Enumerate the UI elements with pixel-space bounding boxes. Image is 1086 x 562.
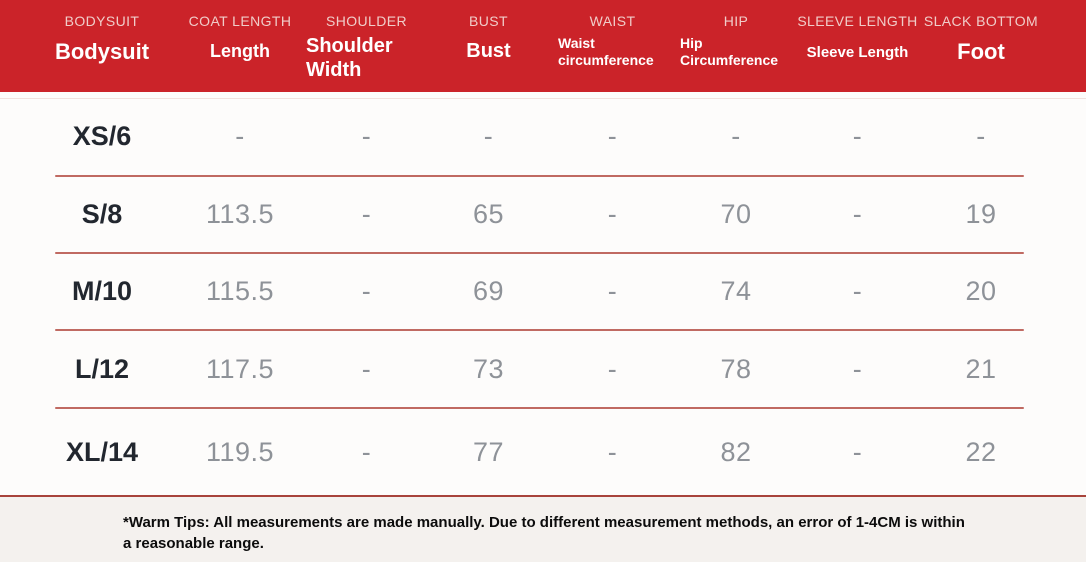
value-cell: - — [361, 121, 372, 151]
value-cell: - — [607, 436, 618, 467]
header-cap-shoulder: SHOULDER — [326, 13, 407, 29]
value-cell: 78 — [720, 353, 752, 384]
value-cell: - — [852, 199, 863, 229]
warm-tips-note: *Warm Tips: All measurements are made ma… — [123, 514, 965, 552]
table-row-m10: M/10 115.5 - 69 - 74 - 20 — [0, 254, 1086, 329]
value-cell: - — [361, 276, 372, 306]
value-cell: 65 — [472, 199, 505, 229]
header-cap-slack-bottom: SLACK BOTTOM — [923, 13, 1039, 29]
header-label-foot: Foot — [957, 39, 1005, 64]
value-cell: 74 — [720, 276, 752, 306]
value-cell: - — [607, 353, 618, 384]
value-cell: - — [607, 276, 618, 306]
value-cell: - — [852, 121, 863, 151]
value-cell: 70 — [720, 199, 752, 229]
header-col-shoulder: SHOULDER Shoulder Width — [306, 0, 427, 92]
size-cell: XL/14 — [65, 436, 139, 467]
header-label-length: Length — [210, 41, 270, 61]
value-cell: - — [361, 199, 372, 229]
header-col-bodysuit: BODYSUIT Bodysuit — [0, 0, 174, 92]
value-cell: 19 — [965, 199, 997, 229]
value-cell: - — [852, 276, 863, 306]
header-col-sleeve-length: SLEEVE LENGTH Sleeve Length — [797, 0, 918, 92]
header-label-sleeve-length: Sleeve Length — [806, 44, 909, 61]
size-chart-header: BODYSUIT Bodysuit COAT LENGTH Length SHO… — [0, 0, 1086, 92]
row-divider — [55, 329, 1024, 331]
value-cell: - — [852, 353, 863, 384]
value-cell: 119.5 — [205, 436, 275, 467]
value-cell: - — [483, 121, 494, 151]
header-label-bust: Bust — [466, 40, 511, 62]
header-label-hip-circumference: Hip Circumference — [680, 35, 779, 68]
row-divider — [55, 252, 1024, 254]
value-cell: 113.5 — [205, 199, 275, 229]
header-label-waist-circumference: Waist circumference — [558, 35, 654, 68]
size-cell: XS/6 — [72, 121, 132, 151]
header-label-shoulder-width: Shoulder Width — [306, 35, 393, 81]
size-chart-body: XS/6 - - - - - - - S/8 113.5 - 65 - 70 -… — [0, 92, 1086, 495]
value-cell: 82 — [720, 436, 752, 467]
header-col-bust: BUST Bust — [427, 0, 550, 92]
value-cell: 21 — [965, 353, 997, 384]
table-row-xl14: XL/14 119.5 - 77 - 82 - 22 — [0, 409, 1086, 495]
header-cap-waist: WAIST — [589, 13, 636, 29]
value-cell: 69 — [472, 276, 505, 306]
value-cell: - — [607, 199, 618, 229]
value-cell: - — [361, 353, 372, 384]
value-cell: 20 — [965, 276, 997, 306]
value-cell: - — [976, 121, 986, 151]
header-cap-hip: HIP — [723, 13, 749, 29]
header-cap-sleeve-length: SLEEVE LENGTH — [797, 13, 918, 29]
header-col-slack-bottom: SLACK BOTTOM Foot — [918, 0, 1086, 92]
value-cell: - — [731, 121, 741, 151]
table-row-s8: S/8 113.5 - 65 - 70 - 19 — [0, 177, 1086, 252]
size-cell: L/12 — [74, 353, 130, 384]
value-cell: 77 — [472, 436, 505, 467]
row-divider — [55, 175, 1024, 177]
footer-divider — [0, 495, 1086, 497]
size-chart-footer: *Warm Tips: All measurements are made ma… — [0, 497, 1086, 562]
table-row-xs6: XS/6 - - - - - - - — [0, 92, 1086, 175]
value-cell: 115.5 — [205, 276, 275, 306]
value-cell: - — [361, 436, 372, 467]
value-cell: - — [607, 121, 618, 151]
header-col-hip: HIP Hip Circumference — [675, 0, 797, 92]
header-col-coat-length: COAT LENGTH Length — [174, 0, 306, 92]
value-cell: - — [235, 121, 245, 151]
value-cell: 73 — [472, 353, 505, 384]
value-cell: - — [852, 436, 863, 467]
header-label-bodysuit: Bodysuit — [54, 39, 150, 64]
size-cell: M/10 — [71, 276, 133, 306]
header-cap-bodysuit: BODYSUIT — [64, 13, 140, 29]
row-divider — [55, 407, 1024, 409]
header-cap-coat-length: COAT LENGTH — [188, 13, 292, 29]
value-cell: 117.5 — [205, 353, 275, 384]
table-row-l12: L/12 117.5 - 73 - 78 - 21 — [0, 331, 1086, 407]
header-col-waist: WAIST Waist circumference — [550, 0, 675, 92]
header-cap-bust: BUST — [469, 13, 508, 29]
size-cell: S/8 — [81, 199, 123, 229]
value-cell: 22 — [965, 436, 997, 467]
